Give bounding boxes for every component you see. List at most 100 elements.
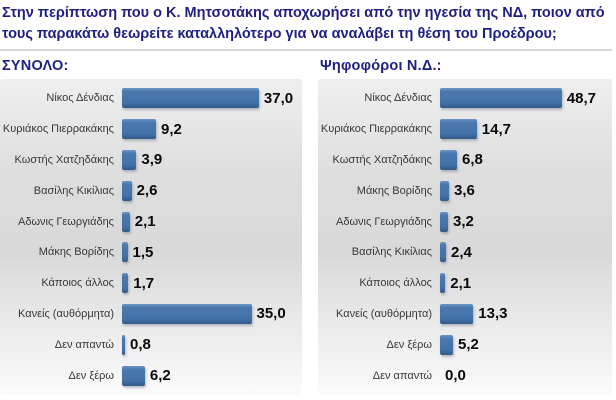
- value-label: 6,2: [149, 367, 171, 385]
- bar: [122, 149, 137, 170]
- bar: [122, 119, 156, 140]
- chart-row: Βασίλης Κικίλιας 2,6: [0, 175, 302, 206]
- chart-row: Δεν ξέρω 6,2: [0, 360, 302, 391]
- category-label: Βασίλης Κικίλιας: [33, 184, 114, 197]
- value-label: 2,1: [450, 274, 472, 292]
- value-label: 48,7: [566, 89, 596, 107]
- value-label: 3,6: [454, 182, 475, 200]
- bar-track: 48,7: [440, 88, 612, 109]
- value-label: 14,7: [481, 120, 511, 138]
- category-label: Κάποιος άλλος: [41, 277, 114, 290]
- category-label: Μάκης Βορίδης: [38, 246, 114, 259]
- chart-row: Κωστής Χατζηδάκης 3,9: [0, 145, 302, 176]
- value-label: 5,2: [458, 336, 479, 354]
- value-label: 6,8: [462, 151, 483, 169]
- value-label: 13,3: [478, 305, 508, 323]
- chart-row: Κυριάκος Πιερρακάκης 14,7: [318, 114, 612, 145]
- category-label: Κυριάκος Πιερρακάκης: [320, 123, 432, 136]
- chart-total-header: ΣΥΝΟΛΟ:: [2, 58, 69, 74]
- value-label: 35,0: [256, 305, 286, 323]
- category-label: Κυριάκος Πιερρακάκης: [2, 123, 114, 136]
- poll-question: Στην περίπτωση που ο Κ. Μητσοτάκης αποχω…: [0, 0, 612, 51]
- chart-row: Βασίλης Κικίλιας 2,4: [318, 237, 612, 268]
- bar: [122, 303, 252, 324]
- bar-track: 13,3: [440, 303, 612, 324]
- chart-total-panel: Νίκος Δένδιας 37,0 Κυριάκος Πιερρακάκης 9,2…: [0, 79, 302, 395]
- value-label: 1,7: [133, 274, 155, 292]
- chart-row: Δεν ξέρω 5,2: [318, 329, 612, 360]
- bar: [122, 180, 132, 201]
- category-label: Δεν απαντώ: [54, 338, 114, 351]
- value-label: 1,5: [132, 243, 154, 261]
- chart-row: Αδωνις Γεωργιάδης 3,2: [318, 206, 612, 237]
- bar: [440, 303, 474, 324]
- bar-track: 3,2: [440, 211, 612, 232]
- chart-row: Δεν απαντώ 0,8: [0, 329, 302, 360]
- chart-row: Δεν απαντώ 0,0: [318, 360, 612, 391]
- value-label: 2,4: [451, 243, 472, 261]
- bar-track: 3,6: [440, 180, 612, 201]
- bar: [440, 180, 449, 201]
- chart-row: Νίκος Δένδιας 37,0: [0, 83, 302, 114]
- chart-row: Νίκος Δένδιας 48,7: [318, 83, 612, 114]
- charts-container: ΣΥΝΟΛΟ: Νίκος Δένδιας 37,0 Κυριάκος Πιερρα…: [0, 51, 616, 395]
- bar-track: 0,0: [440, 367, 612, 384]
- value-label: 3,2: [453, 213, 474, 231]
- bar: [440, 334, 453, 355]
- chart-row: Κάποιος άλλος 1,7: [0, 268, 302, 299]
- category-label: Νίκος Δένδιας: [46, 92, 114, 105]
- bar-track: 14,7: [440, 119, 612, 140]
- bar-track: 3,9: [122, 149, 302, 170]
- chart-row: Κανείς (αυθόρμητα) 35,0: [0, 299, 302, 330]
- bar: [122, 242, 128, 263]
- value-label: 0,8: [130, 336, 151, 354]
- category-label: Κωστής Χατζηδάκης: [14, 153, 114, 166]
- category-label: Κωστής Χατζηδάκης: [332, 153, 432, 166]
- bar: [122, 334, 125, 355]
- bar-track: 1,5: [122, 242, 302, 263]
- bar-track: 2,4: [440, 242, 612, 263]
- bar-track: 37,0: [122, 88, 302, 109]
- bar-track: 2,1: [440, 273, 612, 294]
- chart-nd-voters: Ψηφοφόροι Ν.Δ.: Νίκος Δένδιας 48,7 Κυριάκο…: [318, 57, 612, 395]
- category-label: Αδωνις Γεωργιάδης: [17, 215, 114, 228]
- chart-row: Κάποιος άλλος 2,1: [318, 268, 612, 299]
- category-label: Νίκος Δένδιας: [364, 92, 432, 105]
- bar-track: 35,0: [122, 303, 302, 324]
- bar-track: 6,2: [122, 365, 302, 386]
- category-label: Δεν ξέρω: [68, 369, 114, 382]
- value-label: 2,6: [136, 182, 158, 200]
- chart-nd-voters-header: Ψηφοφόροι Ν.Δ.:: [320, 58, 442, 74]
- value-label: 37,0: [263, 89, 294, 107]
- chart-row: Κωστής Χατζηδάκης 6,8: [318, 145, 612, 176]
- bar-track: 1,7: [122, 273, 302, 294]
- category-label: Κανείς (αυθόρμητα): [18, 307, 114, 320]
- bar: [122, 88, 259, 109]
- chart-row: Κυριάκος Πιερρακάκης 9,2: [0, 114, 302, 145]
- category-label: Δεν απαντώ: [372, 369, 432, 382]
- category-label: Κάποιος άλλος: [359, 277, 432, 290]
- chart-nd-voters-panel: Νίκος Δένδιας 48,7 Κυριάκος Πιερρακάκης 14,…: [318, 79, 612, 395]
- bar: [122, 365, 145, 386]
- chart-row: Μάκης Βορίδης 3,6: [318, 175, 612, 206]
- bar: [440, 119, 477, 140]
- bar: [440, 88, 562, 109]
- category-label: Βασίλης Κικίλιας: [351, 246, 432, 259]
- bar-track: 2,6: [122, 180, 302, 201]
- value-label: 0,0: [445, 367, 466, 385]
- bar: [440, 211, 448, 232]
- bar-track: 2,1: [122, 211, 302, 232]
- category-label: Αδωνις Γεωργιάδης: [335, 215, 432, 228]
- category-label: Κανείς (αυθόρμητα): [336, 307, 432, 320]
- bar: [440, 242, 446, 263]
- category-label: Δεν ξέρω: [386, 338, 432, 351]
- chart-total: ΣΥΝΟΛΟ: Νίκος Δένδιας 37,0 Κυριάκος Πιερρα…: [0, 57, 302, 395]
- bar-track: 0,8: [122, 334, 302, 355]
- chart-row: Αδωνις Γεωργιάδης 2,1: [0, 206, 302, 237]
- bar: [122, 273, 129, 294]
- bar-track: 5,2: [440, 334, 612, 355]
- bar-track: 9,2: [122, 119, 302, 140]
- category-label: Μάκης Βορίδης: [356, 184, 432, 197]
- value-label: 3,9: [141, 151, 163, 169]
